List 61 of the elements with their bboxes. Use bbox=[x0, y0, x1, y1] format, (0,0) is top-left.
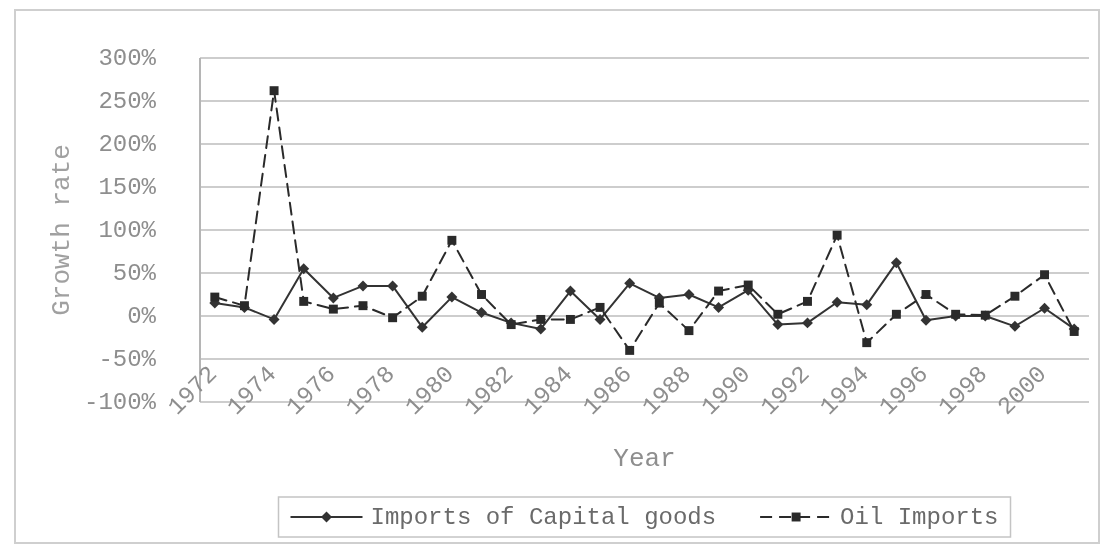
y-tick-label: 100% bbox=[98, 216, 157, 244]
point bbox=[713, 301, 725, 313]
point bbox=[625, 345, 635, 355]
point bbox=[714, 286, 724, 296]
point bbox=[594, 313, 606, 325]
point bbox=[416, 321, 428, 333]
y-tick-label: 200% bbox=[98, 130, 157, 158]
y-tick-label: -50% bbox=[98, 345, 157, 373]
point bbox=[772, 319, 784, 331]
point bbox=[803, 296, 812, 306]
point bbox=[210, 292, 220, 302]
point bbox=[832, 230, 842, 240]
point bbox=[773, 309, 783, 319]
point bbox=[357, 280, 369, 292]
point bbox=[535, 323, 547, 335]
point bbox=[446, 291, 458, 303]
point bbox=[477, 290, 486, 299]
point bbox=[683, 289, 695, 300]
point bbox=[743, 280, 753, 290]
y-tick-label: 300% bbox=[98, 44, 157, 72]
y-tick-label: -100% bbox=[83, 388, 157, 416]
y-tick-label: 50% bbox=[112, 259, 157, 287]
point bbox=[802, 317, 813, 329]
point bbox=[920, 314, 932, 326]
point bbox=[358, 301, 368, 311]
point bbox=[831, 296, 843, 308]
legend-label: Imports of Capital goods bbox=[370, 503, 717, 531]
point bbox=[476, 307, 487, 319]
point bbox=[861, 299, 873, 311]
point bbox=[565, 314, 575, 324]
point bbox=[564, 285, 576, 297]
legend-label: Oil Imports bbox=[840, 503, 999, 531]
point bbox=[1009, 320, 1021, 332]
point bbox=[536, 314, 546, 324]
x-axis-title: Year bbox=[613, 444, 676, 474]
point bbox=[298, 263, 310, 275]
point bbox=[388, 313, 398, 323]
y-tick-label: 150% bbox=[98, 173, 157, 201]
point bbox=[921, 290, 931, 299]
point bbox=[654, 298, 664, 308]
point bbox=[890, 257, 902, 269]
point bbox=[447, 235, 457, 245]
point bbox=[387, 280, 399, 292]
point bbox=[269, 86, 279, 96]
y-axis-title: Growth rate bbox=[47, 144, 77, 316]
point bbox=[327, 292, 339, 304]
point bbox=[1039, 302, 1051, 314]
point bbox=[1010, 291, 1020, 301]
point bbox=[684, 326, 694, 336]
point bbox=[299, 296, 309, 306]
y-tick-label: 250% bbox=[98, 87, 157, 115]
point bbox=[891, 309, 901, 319]
point bbox=[862, 338, 872, 348]
point bbox=[1040, 270, 1050, 280]
point bbox=[595, 302, 605, 312]
point bbox=[328, 304, 338, 314]
point bbox=[624, 277, 636, 289]
point bbox=[417, 291, 427, 301]
point bbox=[268, 313, 280, 325]
y-tick-label: 0% bbox=[127, 302, 157, 330]
point bbox=[1069, 327, 1079, 336]
